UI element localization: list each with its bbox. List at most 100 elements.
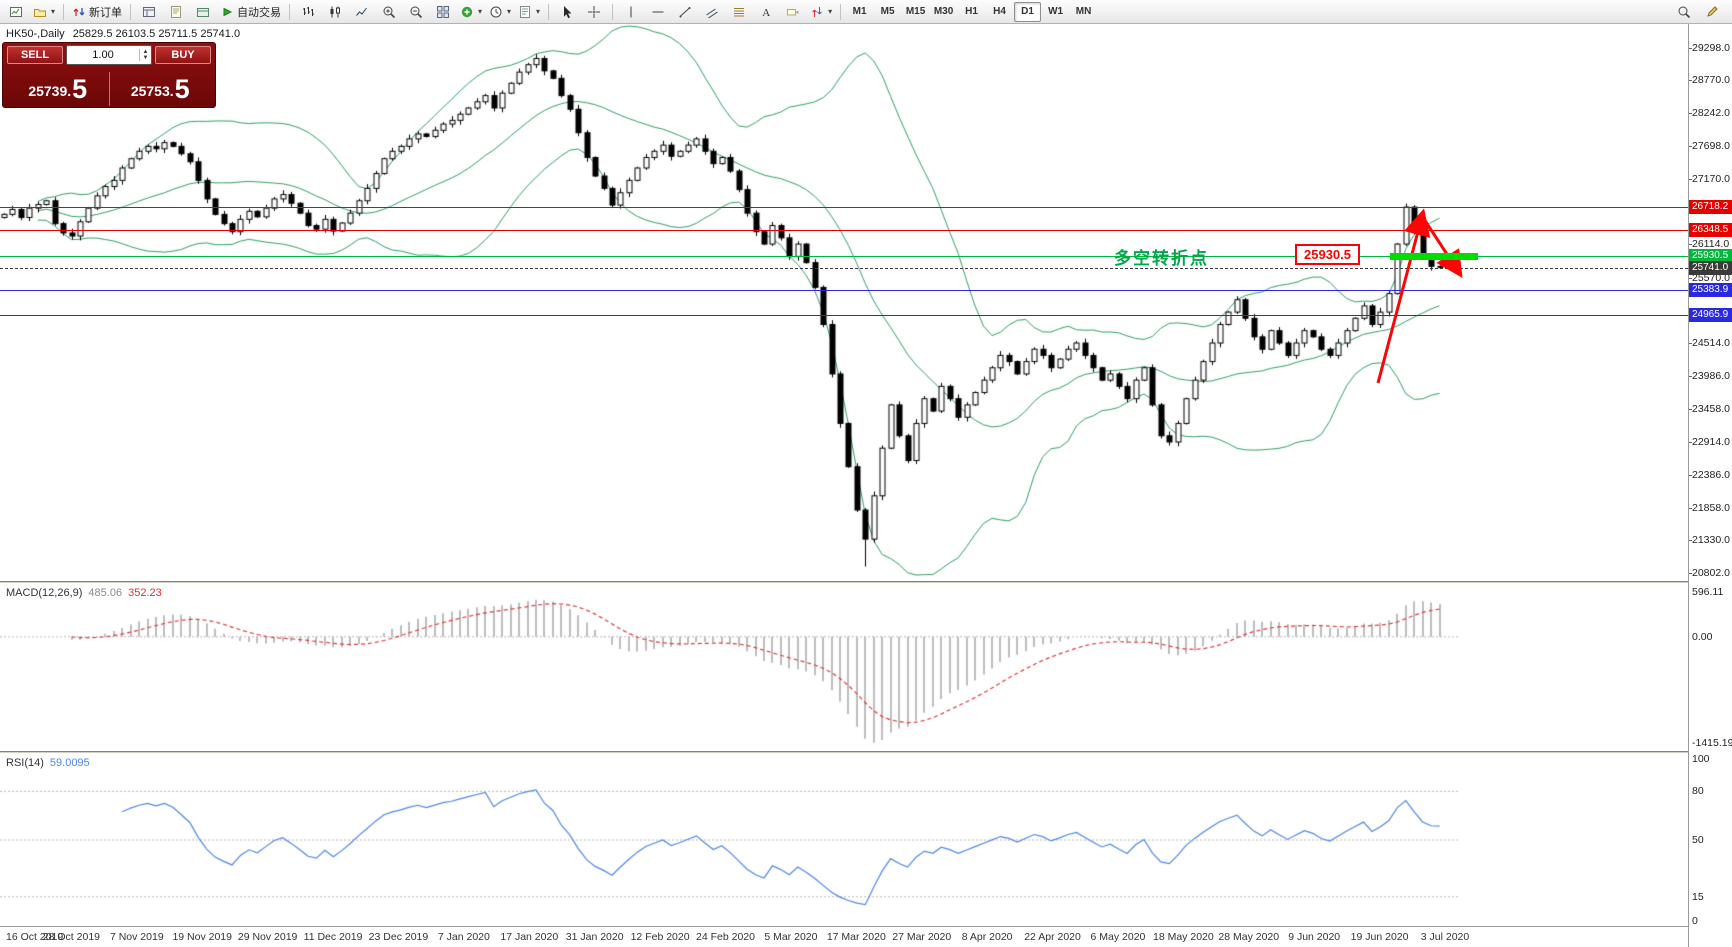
bar-chart-button[interactable] <box>295 1 321 23</box>
macd-signal-value: 352.23 <box>128 587 162 599</box>
buy-price-main: 25753. <box>130 83 174 99</box>
new-order-button[interactable]: 新订单 <box>69 1 125 23</box>
price-tick-label: 20802.0 <box>1692 567 1730 579</box>
rsi-axis-label: 0 <box>1692 915 1698 927</box>
periods-button[interactable]: ▾ <box>486 1 514 23</box>
price-tick-label: 23458.0 <box>1692 402 1730 415</box>
current-price-line[interactable] <box>0 267 1688 269</box>
date-label: 17 Mar 2020 <box>826 931 886 943</box>
rsi-panel: RSI(14) 59.0095 <box>0 754 1688 926</box>
macd-main-value: 485.06 <box>88 587 123 599</box>
pivot-line[interactable] <box>0 255 1688 257</box>
cursor-button[interactable] <box>554 1 580 23</box>
indicators-button[interactable]: ▾ <box>457 1 485 23</box>
bars-icon <box>303 6 315 16</box>
trend-arrows-annotation[interactable] <box>0 24 1688 581</box>
time-axis[interactable]: 16 Oct 2019 28 Oct 2019 7 Nov 2019 19 Nov 2… <box>0 926 1688 947</box>
volume-down-icon[interactable]: ▼ <box>142 55 149 61</box>
down-trend-arrow[interactable] <box>1420 215 1463 279</box>
support-line-1[interactable] <box>0 289 1688 291</box>
text-button[interactable]: A <box>753 1 779 23</box>
panel-separator-1[interactable] <box>0 581 1732 584</box>
search-icon <box>1678 6 1691 18</box>
market-watch-button[interactable] <box>136 1 162 23</box>
search-button[interactable] <box>1671 1 1697 23</box>
panel-separator-2[interactable] <box>0 751 1732 754</box>
date-label: 18 May 2020 <box>1153 931 1214 943</box>
date-label: 11 Dec 2019 <box>303 931 363 943</box>
zoom-out-button[interactable] <box>403 1 429 23</box>
templates-button[interactable]: ▾ <box>515 1 543 23</box>
vline-icon <box>630 6 632 17</box>
price-chart-canvas[interactable] <box>0 24 1688 581</box>
template-icon <box>520 5 531 18</box>
date-label: 19 Nov 2019 <box>172 931 232 943</box>
volume-up-icon[interactable]: ▲ <box>142 49 149 55</box>
profiles-icon <box>34 8 46 17</box>
new-chart-button[interactable] <box>3 1 29 23</box>
zoom-in-button[interactable] <box>376 1 402 23</box>
rsi-canvas[interactable] <box>0 754 1688 926</box>
timeframe-w1-button[interactable]: W1 <box>1048 6 1064 17</box>
price-tick-mark <box>1689 475 1692 477</box>
label-button[interactable] <box>780 1 806 23</box>
macd-canvas[interactable] <box>0 584 1688 751</box>
timeframe-d1-button[interactable]: D1 <box>1014 1 1042 22</box>
volume-spinner[interactable]: ▲ ▼ <box>139 49 151 61</box>
price-tick-label: 27170.0 <box>1692 173 1730 186</box>
timeframe-mn-button[interactable]: MN <box>1075 6 1092 17</box>
sell-button[interactable]: SELL <box>7 46 63 64</box>
resistance-line-1[interactable] <box>0 207 1688 209</box>
hline-icon <box>652 11 664 12</box>
zoom-out-icon <box>410 6 423 18</box>
buy-button[interactable]: BUY <box>155 46 211 64</box>
crosshair-icon <box>588 5 601 18</box>
profiles-button[interactable]: ▾ <box>30 1 58 23</box>
edit-button[interactable] <box>1699 1 1725 23</box>
date-label: 19 Jun 2020 <box>1350 931 1409 943</box>
chart-ohlc-values: 25829.5 26103.5 25711.5 25741.0 <box>72 28 241 40</box>
timeframe-h1-button[interactable]: H1 <box>965 6 978 17</box>
crosshair-button[interactable] <box>581 1 607 23</box>
up-trend-arrow[interactable] <box>1376 208 1431 384</box>
macd-label: MACD(12,26,9) 485.06 352.23 <box>6 587 162 599</box>
vertical-line-button[interactable] <box>618 1 644 23</box>
chart-area: HK50-,Daily 25829.5 26103.5 25711.5 25741… <box>0 24 1688 581</box>
navigator-button[interactable] <box>163 1 189 23</box>
support-line-2[interactable] <box>0 315 1688 317</box>
price-axis[interactable]: 29298.0 28770.0 28242.0 27698.0 27170.0 26114… <box>1688 24 1732 947</box>
volume-field[interactable]: 1.00 ▲ ▼ <box>66 45 152 65</box>
pivot-price-box[interactable]: 25930.5 <box>1295 243 1360 265</box>
buy-price[interactable]: 25753. 5 <box>110 76 212 106</box>
trendline-button[interactable] <box>672 1 698 23</box>
price-tick-mark <box>1689 47 1692 49</box>
label-icon <box>787 8 799 15</box>
date-label: 9 Jun 2020 <box>1288 931 1341 943</box>
pivot-highlight-segment[interactable] <box>1390 252 1478 260</box>
tile-windows-button[interactable] <box>430 1 456 23</box>
market-watch-icon <box>143 6 156 17</box>
date-label: 17 Jan 2020 <box>500 931 559 943</box>
resistance-line-2-axis-label: 26348.5 <box>1689 222 1732 237</box>
timeframe-m5-button[interactable]: M5 <box>880 6 895 17</box>
candlestick-chart-button[interactable] <box>322 1 348 23</box>
sell-price[interactable]: 25739. 5 <box>7 76 109 106</box>
arrows-button[interactable]: ▾ <box>807 1 835 23</box>
fibonacci-button[interactable] <box>726 1 752 23</box>
timeframe-m1-button[interactable]: M1 <box>852 6 867 17</box>
rsi-value: 59.0095 <box>49 757 90 769</box>
terminal-button[interactable] <box>190 1 216 23</box>
timeframe-h4-button[interactable]: H4 <box>993 6 1006 17</box>
volume-value[interactable]: 1.00 <box>92 49 114 61</box>
timeframe-m30-button[interactable]: M30 <box>933 6 954 17</box>
macd-axis-label: 596.11 <box>1692 586 1724 598</box>
channel-button[interactable] <box>699 1 725 23</box>
timeframe-m15-button[interactable]: M15 <box>905 6 926 17</box>
price-tick-label: 26114.0 <box>1692 238 1730 251</box>
line-chart-button[interactable] <box>349 1 375 23</box>
resistance-line-2[interactable] <box>0 229 1688 231</box>
toolbar-separator <box>840 3 842 20</box>
autotrading-button[interactable]: 自动交易 <box>217 1 284 23</box>
horizontal-line-button[interactable] <box>645 1 671 23</box>
autotrade-icon <box>223 7 233 16</box>
